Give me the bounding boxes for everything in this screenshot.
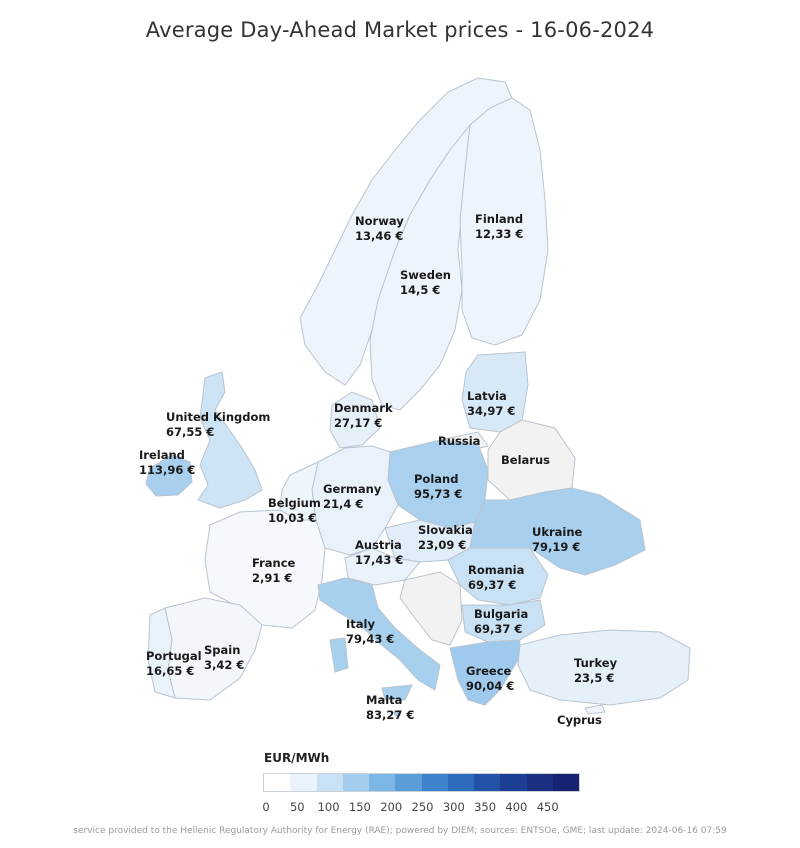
country-balkans	[399, 571, 463, 646]
label-ukraine: Ukraine 79,19 €	[532, 525, 583, 554]
legend-tick-label: 350	[474, 800, 497, 814]
country-italy-sardinia[interactable]	[329, 637, 349, 673]
legend-swatch	[264, 774, 291, 791]
legend-swatch	[342, 774, 369, 791]
label-malta: Malta 83,27 €	[366, 693, 415, 722]
legend-tick-label: 250	[411, 800, 434, 814]
legend-title: EUR/MWh	[264, 751, 330, 765]
label-latvia: Latvia 34,97 €	[467, 389, 516, 418]
label-cyprus: Cyprus	[557, 713, 602, 727]
legend-swatch	[526, 774, 553, 791]
country-greece[interactable]	[449, 639, 521, 706]
label-austria: Austria 17,43 €	[355, 538, 404, 567]
legend-swatch	[395, 774, 422, 791]
legend-tick-label: 300	[442, 800, 465, 814]
country-italy[interactable]	[317, 577, 441, 691]
label-france: France 2,91 €	[252, 556, 296, 585]
legend-swatch	[500, 774, 527, 791]
map-title: Average Day-Ahead Market prices - 16-06-…	[145, 18, 655, 42]
legend-swatch	[474, 774, 501, 791]
legend-swatch	[421, 774, 448, 791]
label-turkey: Turkey 23,5 €	[574, 656, 618, 685]
label-slovakia: Slovakia 23,09 €	[418, 523, 473, 552]
label-bulgaria: Bulgaria 69,37 €	[474, 607, 529, 636]
legend-swatch	[447, 774, 474, 791]
label-germany: Germany 21,4 €	[323, 482, 382, 511]
label-portugal: Portugal 16,65 €	[146, 649, 202, 678]
country-france[interactable]	[204, 509, 326, 629]
country-united-kingdom[interactable]	[197, 371, 263, 509]
label-italy: Italy 79,43 €	[346, 617, 395, 646]
country-turkey[interactable]	[517, 629, 691, 706]
legend-tick-label: 150	[348, 800, 371, 814]
country-romania[interactable]	[447, 547, 549, 606]
label-united-kingdom: United Kingdom 67,55 €	[166, 410, 271, 439]
label-ireland: Ireland 113,96 €	[139, 448, 196, 477]
country-finland[interactable]	[459, 97, 549, 346]
legend-ticks: 0 50 100 150 200 250 300 350 400 450	[258, 800, 588, 814]
footer-credits: service provided to the Hellenic Regulat…	[73, 826, 727, 836]
legend-tick-label: 200	[380, 800, 403, 814]
country-bulgaria[interactable]	[461, 599, 546, 643]
label-belgium: Belgium 10,03 €	[268, 496, 321, 525]
legend-tick-label: 450	[536, 800, 559, 814]
label-sweden: Sweden 14,5 €	[400, 268, 451, 297]
country-ireland[interactable]	[145, 454, 193, 497]
label-poland: Poland 95,73 €	[414, 472, 463, 501]
country-denmark[interactable]	[329, 391, 381, 449]
label-belarus: Belarus	[501, 453, 550, 467]
country-austria[interactable]	[344, 547, 421, 586]
label-spain: Spain 3,42 €	[204, 643, 245, 672]
legend-tick-label: 50	[289, 800, 305, 814]
country-italy-sicily[interactable]	[381, 684, 413, 701]
legend-swatch	[316, 774, 343, 791]
legend-tick-label: 0	[262, 800, 270, 814]
label-romania: Romania 69,37 €	[468, 563, 525, 592]
legend-tick-label: 100	[317, 800, 340, 814]
country-cyprus	[584, 704, 606, 715]
label-greece: Greece 90,04 €	[466, 664, 515, 693]
country-malta[interactable]	[393, 710, 401, 717]
country-portugal[interactable]	[147, 607, 176, 699]
label-denmark: Denmark 27,17 €	[334, 401, 393, 430]
legend-swatch	[290, 774, 317, 791]
legend-swatch	[552, 774, 579, 791]
legend-swatch	[369, 774, 396, 791]
legend-tick-label: 400	[505, 800, 528, 814]
legend-color-scale	[263, 773, 580, 792]
label-finland: Finland 12,33 €	[475, 212, 524, 241]
label-russia: Russia	[438, 434, 481, 448]
label-norway: Norway 13,46 €	[355, 214, 404, 243]
